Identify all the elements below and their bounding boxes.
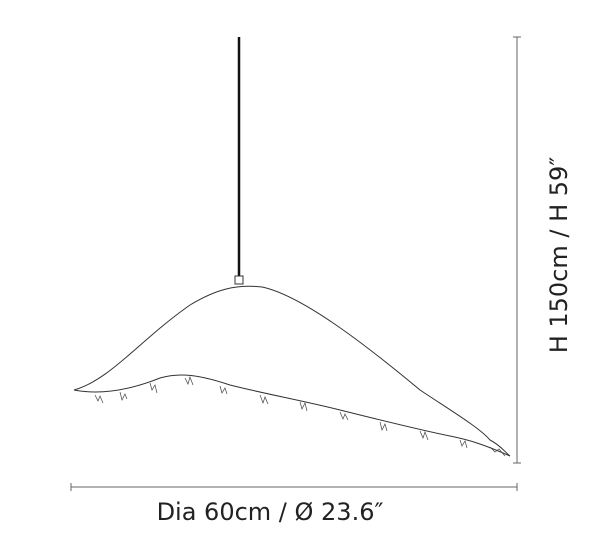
width-label: Dia 60cm / Ø 23.6″: [157, 498, 384, 526]
canopy: [234, 275, 244, 285]
shade-top: [73, 285, 511, 457]
shade-edge: [73, 374, 511, 457]
height-label: H 150cm / H 59″: [545, 157, 573, 354]
fringe: [94, 375, 506, 457]
